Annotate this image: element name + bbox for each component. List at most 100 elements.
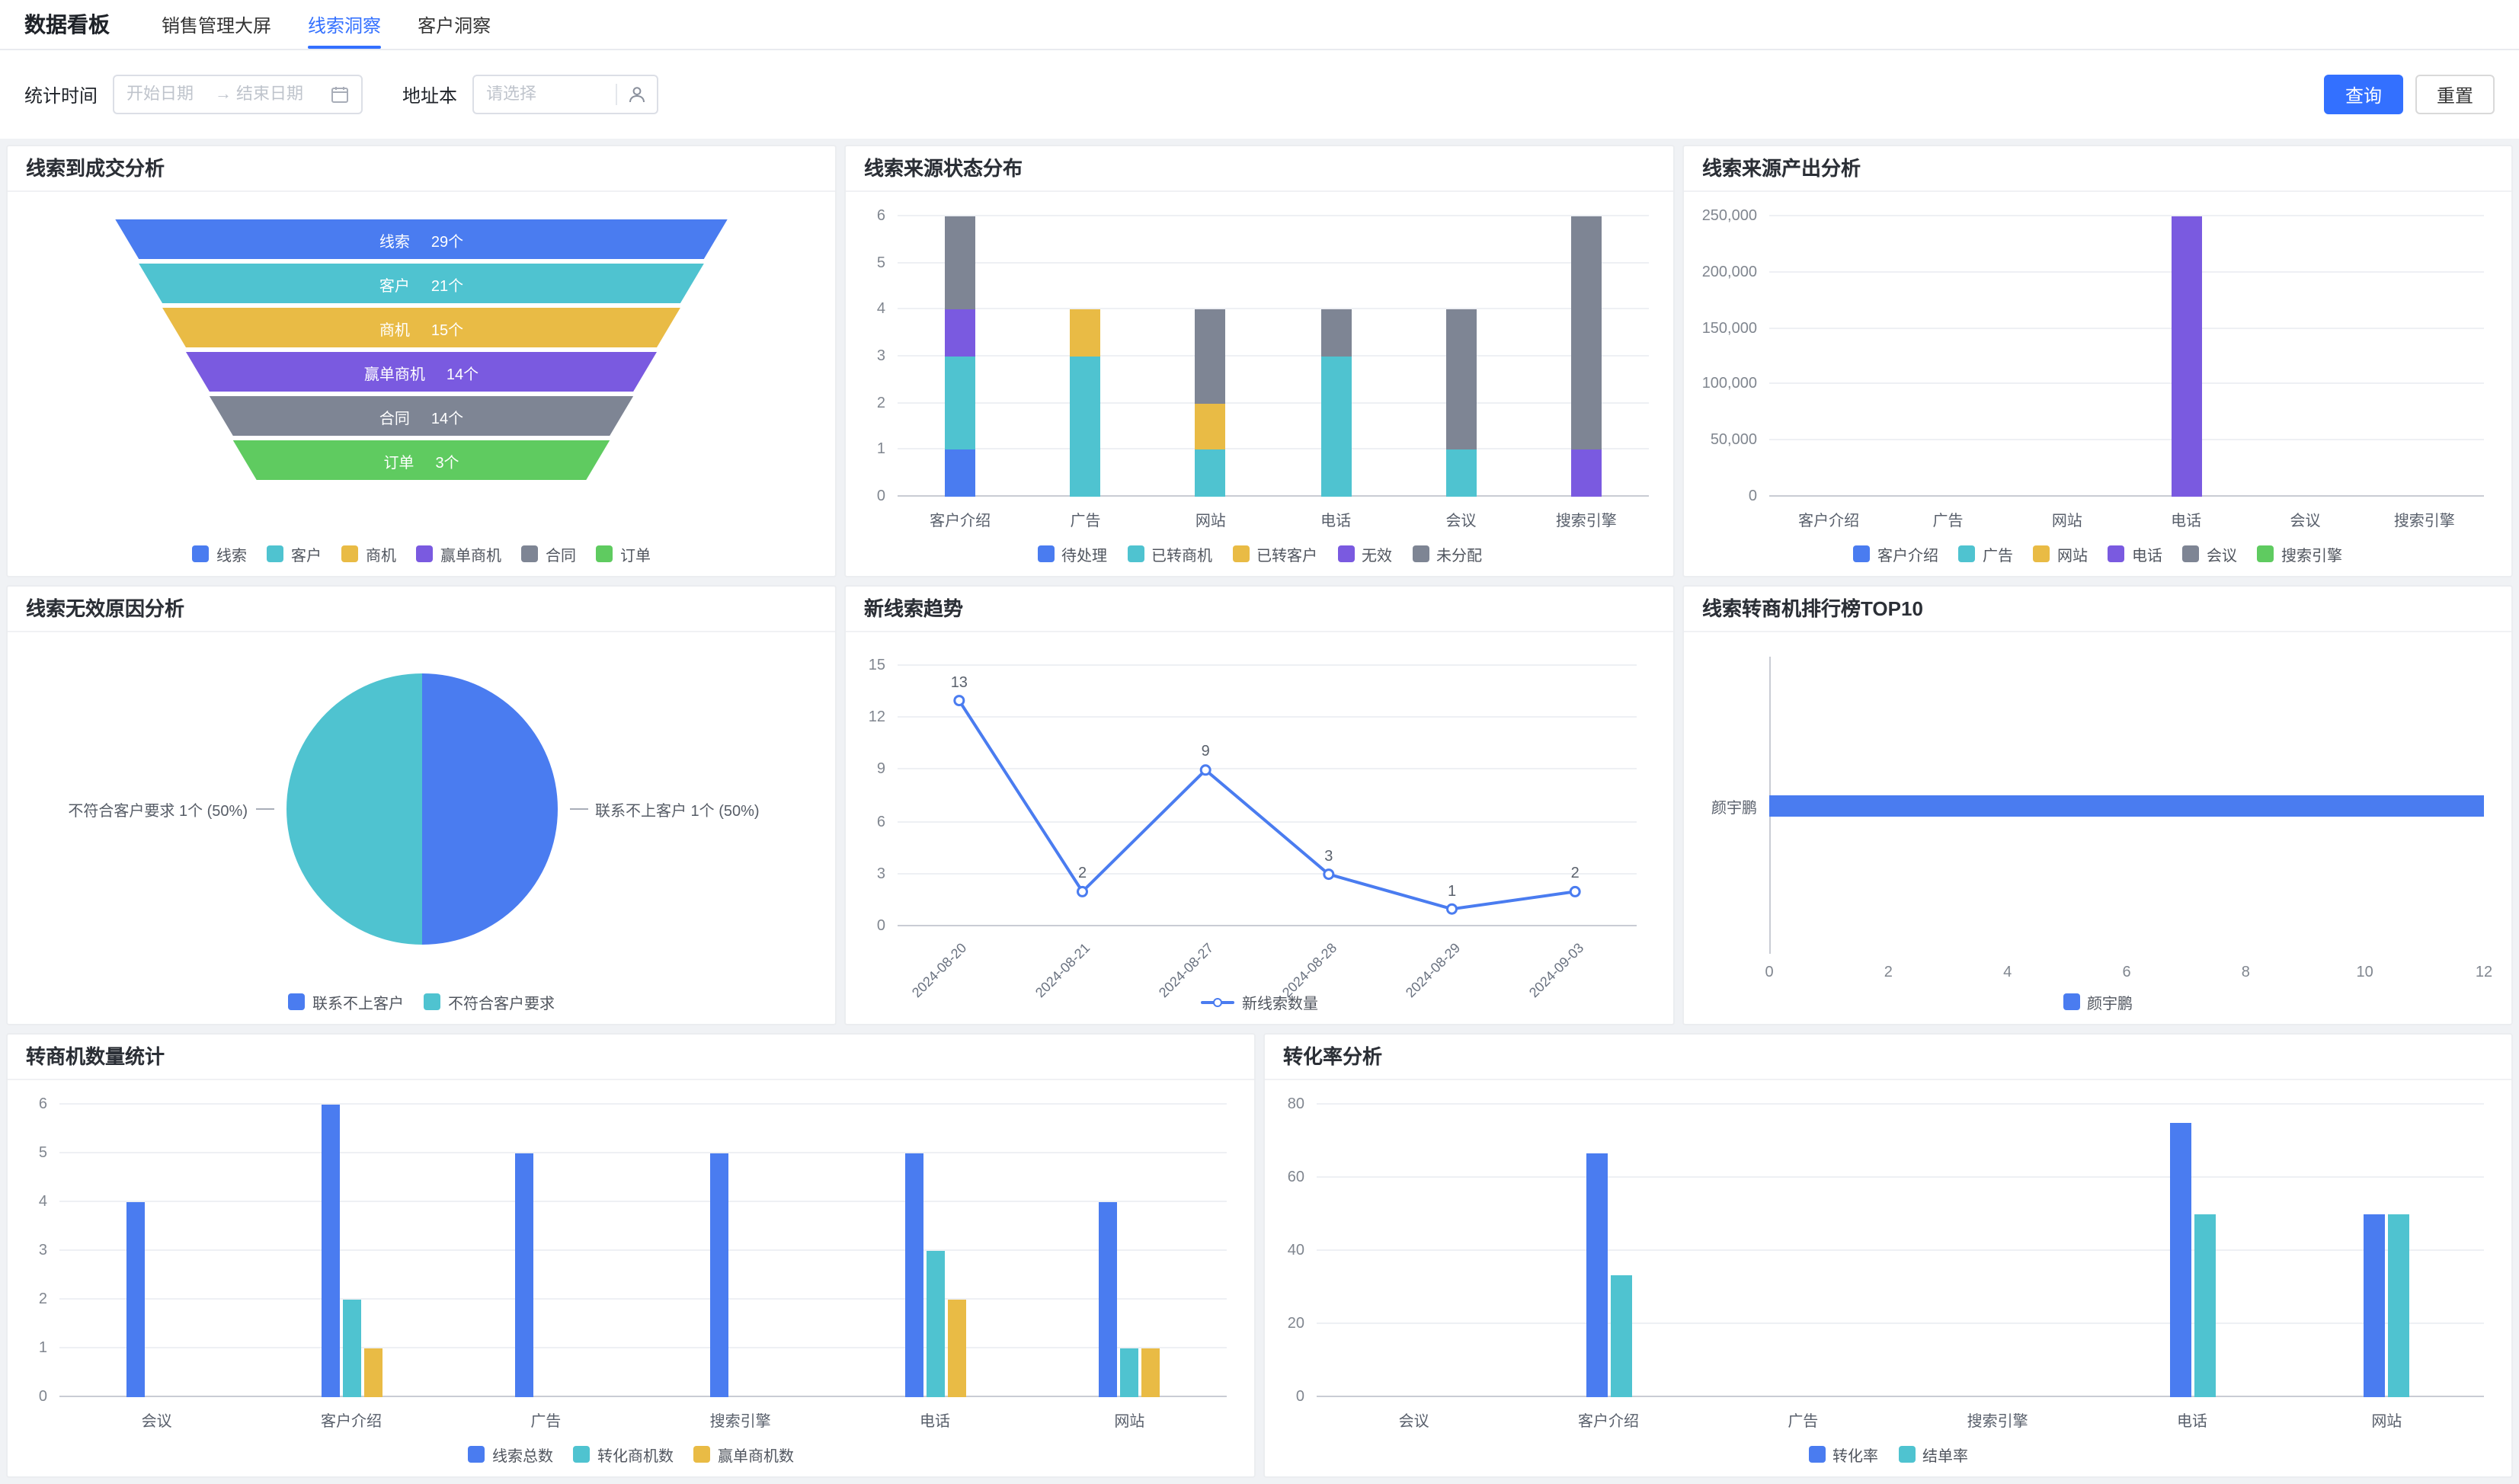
pie-callout: 联系不上客户 1个 (50%) [569, 797, 760, 820]
bar-stack[interactable] [1445, 216, 1477, 497]
date-range-picker[interactable]: → [113, 75, 363, 114]
legend-item[interactable]: 客户介绍 [1853, 542, 1938, 565]
tab-customer-insight[interactable]: 客户洞察 [418, 14, 491, 36]
bar[interactable] [321, 1105, 339, 1397]
funnel-segment[interactable]: 赢单商机 14个 [186, 352, 657, 392]
legend-item[interactable]: 线索 [192, 542, 247, 565]
card-lead-source-status: 线索来源状态分布 0 1 2 3 4 5 6 客户介绍 广告 网站 电话 会议 搜索引擎 待处理 已转商机 已… [844, 145, 1675, 577]
start-date-input[interactable] [126, 85, 211, 104]
legend-item[interactable]: 转化商机数 [573, 1443, 674, 1466]
bar-stack[interactable] [1320, 216, 1352, 497]
tab-sales-screen[interactable]: 销售管理大屏 [162, 14, 272, 36]
bar-stack[interactable] [945, 216, 976, 497]
legend-item[interactable]: 联系不上客户 [288, 990, 404, 1013]
legend-item[interactable]: 新线索数量 [1201, 990, 1318, 1013]
funnel-segment[interactable]: 线索 29个 [115, 219, 728, 259]
bar-stack[interactable] [1195, 216, 1226, 497]
x-tick-label: 搜索引擎 [2393, 513, 2455, 530]
bar[interactable] [947, 1300, 965, 1397]
legend-item[interactable]: 赢单商机 [416, 542, 501, 565]
bar[interactable] [515, 1153, 534, 1397]
legend-item[interactable]: 结单率 [1898, 1443, 1968, 1466]
bar-segment [1070, 309, 1101, 357]
legend-swatch [1853, 545, 1870, 562]
legend-item[interactable]: 线索总数 [468, 1443, 553, 1466]
chart-legend: 颜宇鹏 [1684, 990, 2511, 1013]
y-tick-label: 200,000 [1701, 264, 1757, 281]
bar[interactable] [904, 1153, 923, 1397]
card-title: 线索到成交分析 [8, 146, 835, 192]
legend-item[interactable]: 待处理 [1037, 542, 1107, 565]
data-point[interactable] [1323, 868, 1335, 881]
legend-item[interactable]: 转化率 [1808, 1443, 1878, 1466]
query-button[interactable]: 查询 [2323, 75, 2403, 114]
pie-chart[interactable] [286, 673, 557, 944]
legend-label: 客户介绍 [1877, 549, 1938, 565]
legend-item[interactable]: 已转商机 [1127, 542, 1212, 565]
legend-label: 不符合客户要求 [448, 996, 555, 1013]
funnel-segment[interactable]: 合同 14个 [209, 396, 634, 436]
address-book-input[interactable] [486, 85, 616, 104]
bar[interactable] [1586, 1153, 1607, 1397]
legend-item[interactable]: 颜宇鹏 [2063, 990, 2133, 1013]
point-value-label: 1 [1447, 883, 1457, 900]
bar[interactable] [1610, 1275, 1631, 1397]
gridline [1769, 215, 2484, 216]
bar[interactable] [363, 1348, 382, 1397]
y-tick-label: 9 [876, 761, 885, 779]
reset-button[interactable]: 重置 [2415, 75, 2495, 114]
legend-item[interactable]: 商机 [341, 542, 396, 565]
bar[interactable] [2364, 1214, 2386, 1397]
legend-swatch [693, 1446, 710, 1463]
legend-label: 未分配 [1436, 549, 1482, 565]
legend-item[interactable]: 订单 [596, 542, 651, 565]
legend-item[interactable]: 会议 [2182, 542, 2237, 565]
x-tick-label: 网站 [2051, 513, 2082, 530]
bar[interactable] [2169, 1123, 2191, 1397]
bar[interactable] [2194, 1214, 2215, 1397]
bar[interactable] [1769, 795, 2484, 816]
funnel-segment[interactable]: 订单 3个 [232, 440, 610, 480]
legend-item[interactable]: 网站 [2033, 542, 2088, 565]
bar[interactable] [126, 1202, 145, 1397]
end-date-input[interactable] [236, 85, 321, 104]
bar[interactable] [1120, 1348, 1139, 1397]
bar-segment [945, 357, 976, 450]
legend-label: 网站 [2057, 549, 2088, 565]
card-title: 线索来源状态分布 [846, 146, 1673, 192]
bar[interactable] [709, 1153, 728, 1397]
legend-item[interactable]: 赢单商机数 [693, 1443, 794, 1466]
legend-item[interactable]: 广告 [1958, 542, 2013, 565]
legend-item[interactable]: 客户 [267, 542, 322, 565]
bar[interactable] [926, 1251, 944, 1397]
bar-stack[interactable] [1070, 216, 1101, 497]
address-book-select[interactable] [472, 75, 659, 114]
data-point[interactable] [1569, 885, 1581, 897]
bar[interactable] [2171, 216, 2202, 497]
funnel-segment[interactable]: 商机 15个 [162, 308, 680, 347]
data-point[interactable] [953, 695, 965, 707]
bar[interactable] [1099, 1202, 1118, 1397]
bar[interactable] [1141, 1348, 1160, 1397]
legend-item[interactable]: 合同 [521, 542, 576, 565]
grouped-bar-chart: 0 1 2 3 4 5 6 会议 客户介绍 广告 搜索引擎 电话 网站 线索总数 转化商机数 赢单商机数 [8, 1080, 1254, 1476]
bar[interactable] [2388, 1214, 2410, 1397]
gridline [1317, 1103, 2484, 1105]
contact-picker-icon[interactable] [617, 85, 657, 104]
funnel-segment[interactable]: 客户 21个 [139, 264, 704, 303]
legend-item[interactable]: 不符合客户要求 [424, 990, 555, 1013]
legend-item[interactable]: 未分配 [1412, 542, 1482, 565]
legend-swatch [1808, 1446, 1825, 1463]
y-tick-label: 1 [876, 441, 885, 459]
legend-item[interactable]: 已转客户 [1232, 542, 1317, 565]
bar[interactable] [342, 1300, 360, 1397]
data-point[interactable] [1199, 764, 1211, 776]
tab-lead-insight[interactable]: 线索洞察 [290, 0, 399, 49]
legend-item[interactable]: 搜索引擎 [2257, 542, 2342, 565]
legend-item[interactable]: 无效 [1337, 542, 1392, 565]
legend-item[interactable]: 电话 [2108, 542, 2162, 565]
bar-stack[interactable] [1570, 216, 1602, 497]
point-value-label: 3 [1324, 848, 1333, 865]
data-point[interactable] [1446, 903, 1458, 915]
data-point[interactable] [1077, 885, 1088, 897]
